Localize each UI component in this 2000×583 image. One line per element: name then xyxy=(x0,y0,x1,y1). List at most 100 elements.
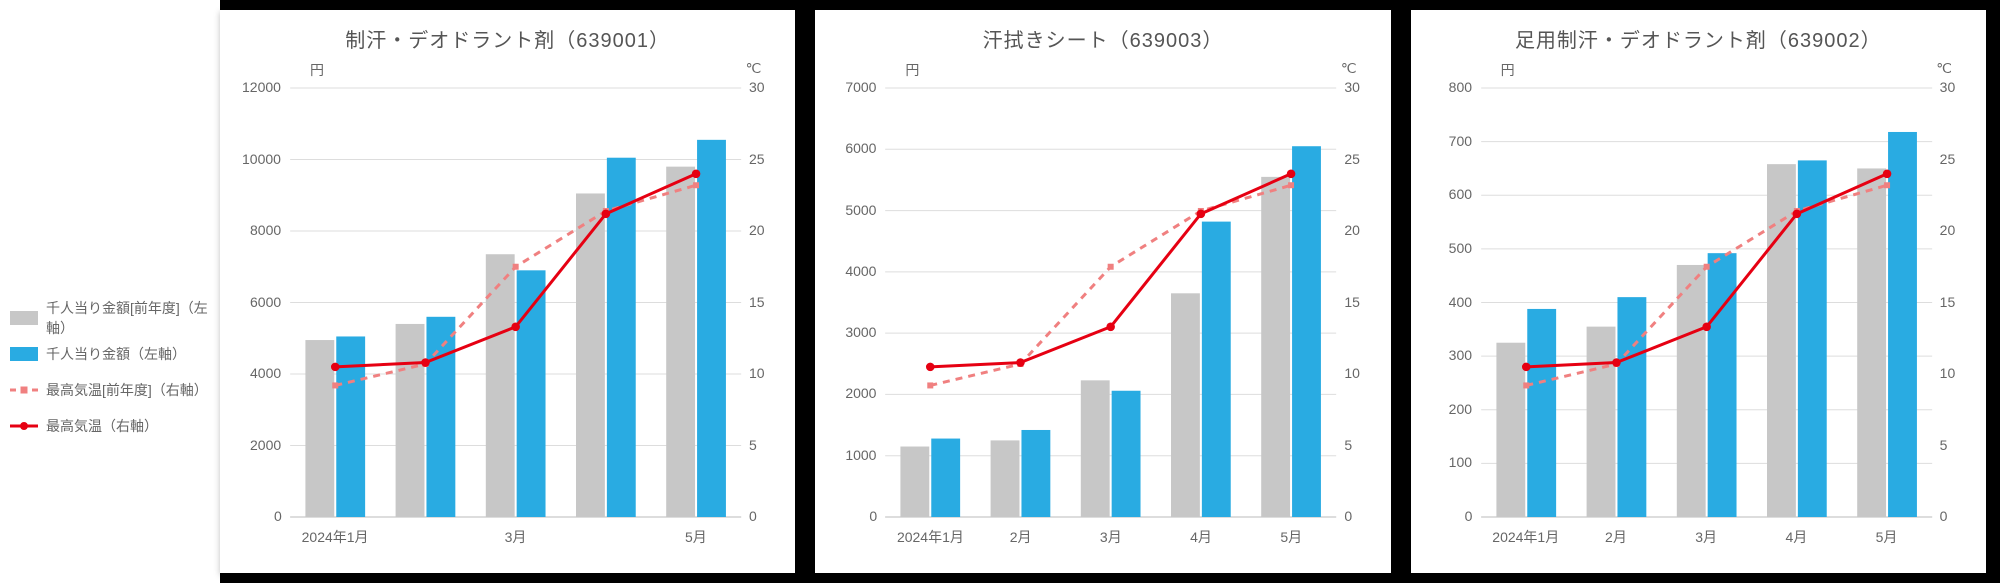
chart-svg xyxy=(290,88,741,517)
marker-curr xyxy=(1882,170,1891,179)
marker-curr xyxy=(1107,323,1116,332)
x-tick: 2月 xyxy=(1010,527,1032,547)
y-left-tick: 0 xyxy=(274,508,282,524)
y-left-tick: 2000 xyxy=(250,437,281,453)
x-tick: 2024年1月 xyxy=(302,527,369,547)
chart-card: 足用制汗・デオドラント剤（639002） 円 ℃010020030040050060… xyxy=(1411,10,1986,573)
y-left-tick: 700 xyxy=(1449,133,1472,149)
marker-curr xyxy=(692,170,701,179)
y-left-unit: 円 xyxy=(310,60,324,80)
legend-item: 最高気温[前年度]（右軸） xyxy=(0,372,220,408)
y-left-tick: 200 xyxy=(1449,401,1472,417)
y-right-tick: 5 xyxy=(749,437,757,453)
x-tick: 3月 xyxy=(505,527,527,547)
bar-prev xyxy=(1857,168,1886,517)
bar-prev-swatch xyxy=(10,311,38,325)
y-right-tick: 25 xyxy=(749,151,765,167)
plot-area: 0100020003000400050006000700005101520253… xyxy=(885,88,1336,517)
y-left-tick: 7000 xyxy=(845,79,876,95)
y-right-tick: 10 xyxy=(1940,365,1956,381)
legend-panel: 千人当り金額[前年度]（左軸）千人当り金額（左軸）最高気温[前年度]（右軸）最高… xyxy=(0,0,220,583)
marker-prev xyxy=(1288,182,1294,188)
y-right-unit: ℃ xyxy=(1936,60,1952,77)
marker-prev xyxy=(1703,264,1709,270)
y-left-tick: 3000 xyxy=(845,324,876,340)
x-tick: 2024年1月 xyxy=(1492,527,1559,547)
y-right-tick: 25 xyxy=(1940,151,1956,167)
x-tick: 5月 xyxy=(1280,527,1302,547)
y-right-tick: 25 xyxy=(1344,151,1360,167)
marker-curr xyxy=(421,358,430,367)
bar-prev xyxy=(1586,327,1615,517)
line-temp-prev xyxy=(1526,185,1887,385)
y-left-tick: 6000 xyxy=(845,140,876,156)
y-right-unit: ℃ xyxy=(1341,60,1357,77)
bar-prev xyxy=(305,340,334,517)
chart-title: 汗拭きシート（639003） xyxy=(815,10,1390,53)
charts-row: 制汗・デオドラント剤（639001）円℃02000400060008000100… xyxy=(220,0,2000,583)
x-tick: 4月 xyxy=(1190,527,1212,547)
y-left-unit: 円 xyxy=(1501,60,1515,80)
bar-prev xyxy=(1496,343,1525,517)
y-left-tick: 1000 xyxy=(845,447,876,463)
bar-curr xyxy=(1112,391,1141,517)
chart-title: 足用制汗・デオドラント剤（639002） xyxy=(1411,10,1986,53)
y-left-tick: 8000 xyxy=(250,222,281,238)
x-tick: 2024年1月 xyxy=(897,527,964,547)
marker-prev xyxy=(928,382,934,388)
y-right-tick: 0 xyxy=(1940,508,1948,524)
marker-curr xyxy=(1197,210,1206,219)
x-tick: 5月 xyxy=(1876,527,1898,547)
bar-prev xyxy=(991,440,1020,517)
legend-item: 千人当り金額（左軸） xyxy=(0,336,220,372)
y-right-tick: 30 xyxy=(1940,79,1956,95)
legend-label: 千人当り金額（左軸） xyxy=(46,344,186,364)
y-right-tick: 20 xyxy=(1344,222,1360,238)
marker-prev xyxy=(1108,264,1114,270)
y-right-tick: 5 xyxy=(1940,437,1948,453)
y-left-tick: 600 xyxy=(1449,186,1472,202)
bar-curr-swatch xyxy=(10,347,38,361)
marker-curr xyxy=(1017,358,1026,367)
bar-prev xyxy=(901,447,930,517)
y-right-tick: 10 xyxy=(749,365,765,381)
bar-curr xyxy=(1888,132,1917,517)
y-right-tick: 0 xyxy=(749,508,757,524)
y-left-tick: 300 xyxy=(1449,347,1472,363)
x-tick: 3月 xyxy=(1695,527,1717,547)
y-left-tick: 0 xyxy=(869,508,877,524)
y-left-tick: 10000 xyxy=(242,151,281,167)
bar-prev xyxy=(576,193,605,517)
marker-prev xyxy=(1884,182,1890,188)
x-tick: 3月 xyxy=(1100,527,1122,547)
y-right-unit: ℃ xyxy=(746,60,762,77)
line-curr-swatch xyxy=(10,419,38,433)
bar-curr xyxy=(426,317,455,517)
marker-curr xyxy=(1702,323,1711,332)
legend-label: 最高気温（右軸） xyxy=(46,416,158,436)
bar-curr xyxy=(336,336,365,517)
bar-prev xyxy=(1676,265,1705,517)
line-prev-swatch xyxy=(10,383,38,397)
line-temp-curr xyxy=(1526,174,1887,367)
y-right-tick: 20 xyxy=(1940,222,1956,238)
bar-curr xyxy=(1202,222,1231,517)
chart-card: 制汗・デオドラント剤（639001）円℃02000400060008000100… xyxy=(220,10,795,573)
marker-prev xyxy=(693,182,699,188)
marker-curr xyxy=(1287,170,1296,179)
plot-area: 0200040006000800010000120000510152025302… xyxy=(290,88,741,517)
y-left-tick: 4000 xyxy=(250,365,281,381)
y-left-tick: 800 xyxy=(1449,79,1472,95)
chart-card: 汗拭きシート（639003）円℃010002000300040005000600… xyxy=(815,10,1390,573)
bar-curr xyxy=(1022,430,1051,517)
y-left-tick: 2000 xyxy=(845,385,876,401)
legend-item: 最高気温（右軸） xyxy=(0,408,220,444)
plot-area: 0100200300400500600700800051015202530202… xyxy=(1481,88,1932,517)
line-temp-prev xyxy=(931,185,1292,385)
bar-curr xyxy=(1798,160,1827,517)
page-root: 千人当り金額[前年度]（左軸）千人当り金額（左軸）最高気温[前年度]（右軸）最高… xyxy=(0,0,2000,583)
bar-prev xyxy=(666,167,695,517)
y-left-tick: 0 xyxy=(1465,508,1473,524)
y-right-tick: 15 xyxy=(1344,294,1360,310)
y-right-tick: 20 xyxy=(749,222,765,238)
